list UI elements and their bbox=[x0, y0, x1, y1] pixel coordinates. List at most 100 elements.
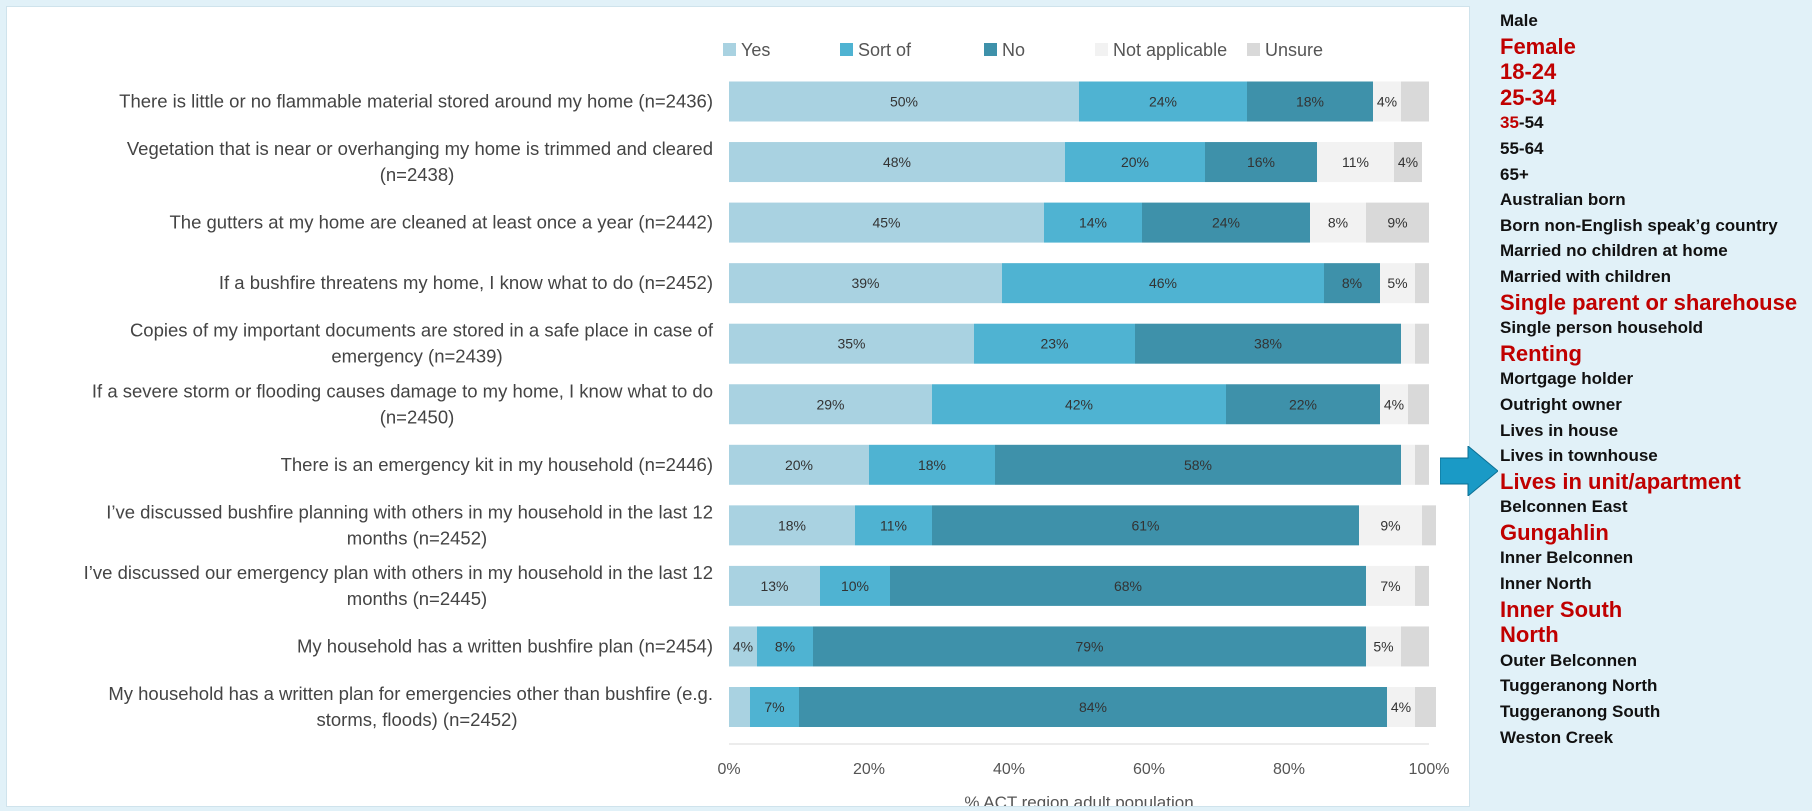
segment-item-label: Female bbox=[1500, 33, 1576, 59]
category-label: months (n=2452) bbox=[347, 527, 487, 548]
segment-item: Inner North bbox=[1500, 571, 1812, 597]
bar-segment-not-applicable bbox=[1401, 444, 1415, 485]
segment-item-label: Outer Belconnen bbox=[1500, 650, 1637, 670]
bar-segment-no bbox=[1324, 263, 1380, 304]
segment-item: 18-24 bbox=[1500, 59, 1812, 85]
data-label: 22% bbox=[1289, 396, 1317, 412]
bar-segment-yes bbox=[729, 384, 932, 425]
segment-item: Tuggeranong South bbox=[1500, 699, 1812, 725]
data-label: 8% bbox=[775, 638, 795, 654]
bar-segment-sort-of bbox=[1079, 81, 1247, 122]
data-label: 58% bbox=[1184, 457, 1212, 473]
segment-item: Weston Creek bbox=[1500, 725, 1812, 751]
data-label: 9% bbox=[1380, 517, 1400, 533]
segment-item: Lives in unit/apartment bbox=[1500, 469, 1812, 495]
segment-item: Male bbox=[1500, 8, 1812, 34]
bar-segment-yes bbox=[729, 81, 1079, 122]
bar-segment-unsure bbox=[1401, 626, 1429, 667]
bar-segment-unsure bbox=[1408, 384, 1429, 425]
data-label: 4% bbox=[1391, 699, 1411, 715]
segment-item: Inner South bbox=[1500, 597, 1812, 623]
x-tick-label: 60% bbox=[1133, 761, 1165, 778]
category-label: I’ve discussed our emergency plan with o… bbox=[84, 562, 713, 583]
category-label: I’ve discussed bushfire planning with ot… bbox=[106, 501, 713, 522]
data-label: 23% bbox=[1040, 336, 1068, 352]
x-tick-label: 80% bbox=[1273, 761, 1305, 778]
segment-item: Mortgage holder bbox=[1500, 366, 1812, 392]
segment-list-panel: Male Female 18-24 25-34 35-54 55-64 65+ Austral… bbox=[1500, 8, 1812, 750]
data-label: 13% bbox=[760, 578, 788, 594]
segment-item: Outright owner bbox=[1500, 392, 1812, 418]
bar-segment-yes bbox=[729, 263, 1002, 304]
bar-segment-no bbox=[995, 444, 1401, 485]
segment-item-label: Inner Belconnen bbox=[1500, 548, 1634, 568]
stacked-bar-chart: 50% 24% 18% 4% There is little or no flammab… bbox=[84, 40, 1450, 806]
bar-segment-unsure bbox=[1422, 505, 1436, 546]
category-label: The gutters at my home are cleaned at le… bbox=[170, 212, 714, 233]
data-label: 29% bbox=[816, 396, 844, 412]
category-label: (n=2438) bbox=[380, 164, 455, 185]
bar-segment-sort-of bbox=[1044, 202, 1142, 243]
segment-item-label: -54 bbox=[1518, 113, 1544, 133]
data-label: 20% bbox=[785, 457, 813, 473]
segment-item: Single person household bbox=[1500, 315, 1812, 341]
data-label: 20% bbox=[1121, 154, 1149, 170]
segment-item: Lives in house bbox=[1500, 418, 1812, 444]
bar-segment-no bbox=[1205, 142, 1317, 183]
bar-segment-unsure bbox=[1394, 142, 1422, 183]
data-label: 8% bbox=[1342, 275, 1362, 291]
pointer-arrow-icon bbox=[1440, 446, 1498, 496]
bar-segment-yes bbox=[729, 444, 869, 485]
data-label: 9% bbox=[1387, 215, 1407, 231]
segment-item: Renting bbox=[1500, 341, 1812, 367]
bar-segment-no bbox=[799, 687, 1387, 727]
category-label: Vegetation that is near or overhanging m… bbox=[127, 138, 713, 159]
bar-segment-unsure bbox=[1415, 323, 1429, 364]
segment-item-label: Lives in unit/apartment bbox=[1500, 468, 1741, 494]
data-label: 18% bbox=[1296, 94, 1324, 110]
segment-item-label: Mortgage holder bbox=[1500, 369, 1634, 389]
bar-segment-not-applicable bbox=[1387, 687, 1415, 727]
segment-item: Tuggeranong North bbox=[1500, 673, 1812, 699]
bar-segment-no bbox=[813, 626, 1366, 667]
bar-segment-not-applicable bbox=[1401, 323, 1415, 364]
segment-item: Australian born bbox=[1500, 187, 1812, 213]
segment-item-label: Weston Creek bbox=[1500, 727, 1614, 747]
data-label: 18% bbox=[918, 457, 946, 473]
bar-segment-yes bbox=[729, 626, 757, 667]
data-label: 84% bbox=[1079, 699, 1107, 715]
category-label: months (n=2445) bbox=[347, 588, 487, 609]
segment-item-label: Male bbox=[1500, 11, 1538, 30]
segment-item-label: Lives in house bbox=[1500, 420, 1619, 440]
segment-item-label: 55-64 bbox=[1500, 138, 1544, 158]
x-tick-label: 0% bbox=[717, 761, 740, 778]
segment-item: Gungahlin bbox=[1500, 520, 1812, 546]
bar-segment-not-applicable bbox=[1366, 565, 1415, 606]
category-label: (n=2450) bbox=[380, 406, 455, 427]
category-label: emergency (n=2439) bbox=[331, 346, 502, 367]
data-label: 5% bbox=[1373, 638, 1393, 654]
segment-item: Lives in townhouse bbox=[1500, 443, 1812, 469]
bar-segment-not-applicable bbox=[1359, 505, 1422, 546]
bar-segment-not-applicable bbox=[1380, 263, 1415, 304]
segment-item-label: 18-24 bbox=[1500, 59, 1557, 85]
segment-item-label: 65+ bbox=[1500, 164, 1529, 184]
data-label: 4% bbox=[1377, 94, 1397, 110]
bar-segment-yes bbox=[729, 202, 1044, 243]
data-label: 50% bbox=[890, 94, 918, 110]
bar-segment-unsure bbox=[1415, 687, 1436, 727]
category-label: My household has a written plan for emer… bbox=[108, 683, 713, 704]
bar-segment-no bbox=[1226, 384, 1380, 425]
data-label: 5% bbox=[1387, 275, 1407, 291]
segment-item-label: Lives in townhouse bbox=[1500, 446, 1658, 466]
data-label: 45% bbox=[872, 215, 900, 231]
bar-segment-unsure bbox=[1401, 81, 1429, 122]
segment-item-label: Tuggeranong South bbox=[1500, 702, 1661, 722]
bar-segment-unsure bbox=[1415, 263, 1429, 304]
legend-label: Unsure bbox=[1265, 40, 1323, 60]
segment-item-highlight: 35 bbox=[1500, 113, 1519, 133]
data-label: 48% bbox=[883, 154, 911, 170]
chart-panel: 50% 24% 18% 4% There is little or no flammab… bbox=[6, 6, 1470, 807]
segment-item-label: 25-34 bbox=[1500, 84, 1557, 110]
segment-item-label: Born non-English speak’g country bbox=[1500, 215, 1778, 235]
